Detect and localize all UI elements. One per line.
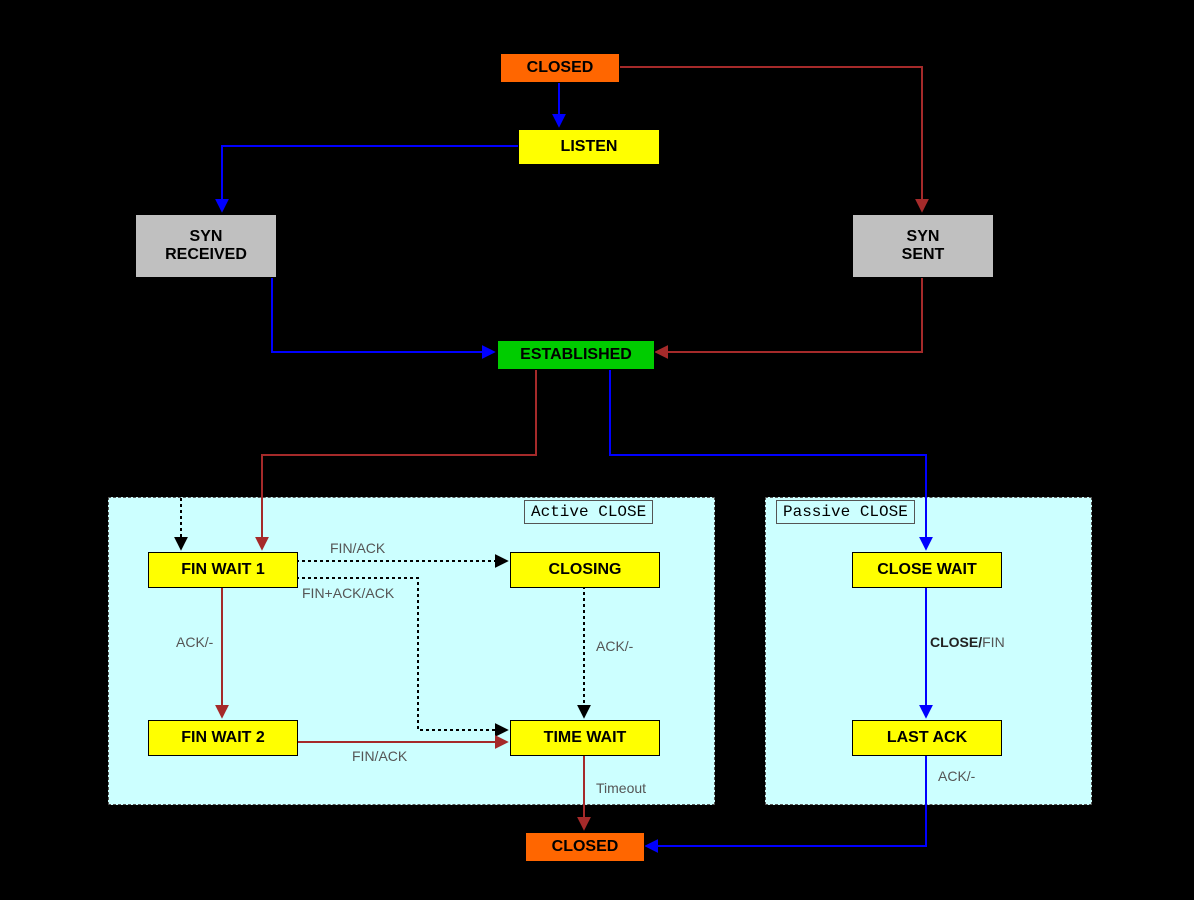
edge-label-finwait1-closing: FIN/ACK: [330, 540, 385, 556]
node-syn-received: SYN RECEIVED: [135, 214, 277, 278]
legend: ClientServer: [85, 56, 1194, 100]
edge-label-closing-timewait: ACK/-: [596, 638, 633, 654]
node-syn-sent: SYN SENT: [852, 214, 994, 278]
edge-label-lastack-closed: ACK/-: [938, 768, 975, 784]
legend-row-client: Client: [85, 56, 1194, 78]
node-closing: CLOSING: [510, 552, 660, 588]
region-label-active-close: Active CLOSE: [524, 500, 653, 524]
edge-synrcv-est: [272, 276, 493, 352]
legend-row-server: Server: [85, 78, 1194, 100]
node-closed-bottom: CLOSED: [525, 832, 645, 862]
edge-label-finwait1-finwait2: ACK/-: [176, 634, 213, 650]
node-last-ack: LAST ACK: [852, 720, 1002, 756]
edge-label-finwait1-timewait: FIN+ACK/ACK: [302, 585, 394, 601]
region-passive-close: [765, 497, 1092, 805]
edge-listen-synrcv: [222, 146, 518, 210]
region-label-passive-close: Passive CLOSE: [776, 500, 915, 524]
edge-label-timewait-closed: Timeout: [596, 780, 646, 796]
node-close-wait: CLOSE WAIT: [852, 552, 1002, 588]
node-established: ESTABLISHED: [497, 340, 655, 370]
node-fin-wait-2: FIN WAIT 2: [148, 720, 298, 756]
node-listen: LISTEN: [518, 129, 660, 165]
edge-label-closewait-lastack: CLOSE/FIN: [930, 634, 1005, 650]
edge-synsent-est: [657, 276, 922, 352]
node-time-wait: TIME WAIT: [510, 720, 660, 756]
node-fin-wait-1: FIN WAIT 1: [148, 552, 298, 588]
edge-label-finwait2-timewait: FIN/ACK: [352, 748, 407, 764]
